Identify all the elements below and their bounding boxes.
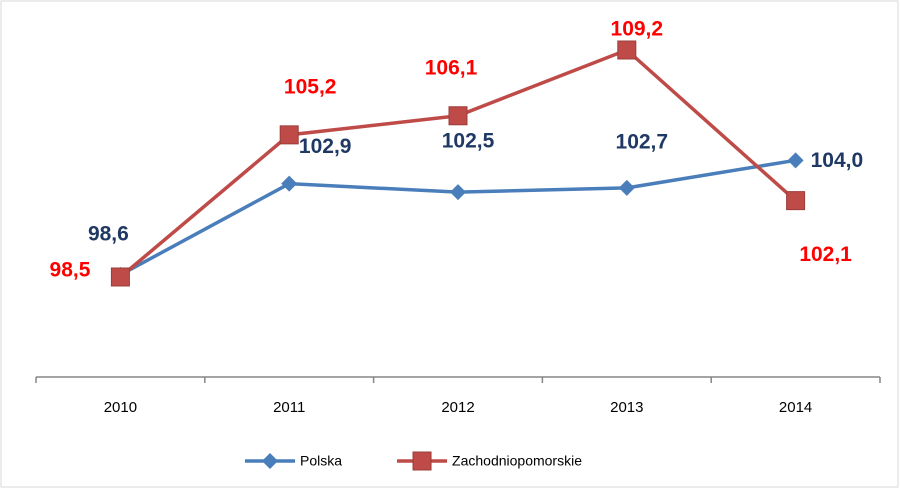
marker	[786, 191, 806, 211]
data-label: 98,6	[88, 222, 129, 245]
marker	[262, 453, 278, 469]
x-tick-label: 2014	[779, 399, 812, 416]
marker	[279, 125, 299, 145]
legend-label: Polska	[300, 453, 342, 469]
data-label: 109,2	[611, 18, 664, 41]
x-tick-label: 2012	[441, 399, 474, 416]
data-label: 105,2	[284, 75, 337, 98]
x-tick-label: 2010	[104, 399, 137, 416]
marker	[110, 267, 130, 287]
marker	[450, 184, 466, 201]
marker	[617, 40, 637, 60]
data-label: 106,1	[425, 56, 478, 79]
data-label: 104,0	[811, 149, 864, 172]
legend-label: Zachodniopomorskie	[452, 453, 582, 469]
x-tick-label: 2013	[610, 399, 643, 416]
marker	[412, 451, 432, 471]
data-label: 102,7	[616, 130, 669, 153]
data-label: 98,5	[50, 259, 91, 282]
marker	[281, 175, 298, 192]
marker	[618, 179, 635, 196]
data-label: 102,1	[799, 243, 852, 266]
marker	[787, 152, 804, 169]
marker	[448, 106, 468, 126]
data-label: 102,5	[442, 130, 495, 153]
x-tick-label: 2011	[273, 399, 305, 416]
data-label: 102,9	[299, 135, 352, 158]
